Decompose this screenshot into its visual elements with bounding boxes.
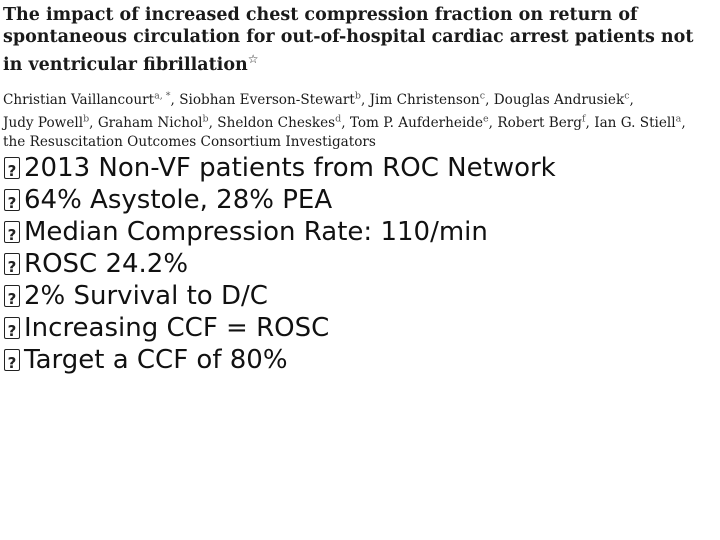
author-list: Christian Vaillancourta, *, Siobhan Ever… [3,86,715,152]
author-name-text: Jim Christenson [369,91,480,108]
author-name-text: Judy Powell [3,115,84,132]
bullet-item: ROSC 24.2% [4,248,716,283]
author-separator: , [170,91,180,108]
author-name: Siobhan Everson-Stewartb, [179,90,370,108]
bullet-item: 2013 Non-VF patients from ROC Network [4,152,716,187]
author-separator: , [629,91,634,108]
author-separator: , [208,115,218,132]
author-separator: , [488,115,498,132]
author-name: Tom P. Aufderheidee, [349,113,498,132]
author-name: Sheldon Cheskesd, [217,113,350,132]
bullet-text: Target a CCF of 80% [24,345,288,375]
bullet-text: Median Compression Rate: 110/min [24,217,488,247]
missing-glyph-bullet-icon [4,251,20,283]
author-name-text: Graham Nichol [97,115,203,132]
author-separator: , [681,115,686,132]
missing-glyph-bullet-icon [4,187,20,219]
bullet-text: 64% Asystole, 28% PEA [24,185,333,215]
bullet-text: 2% Survival to D/C [24,281,268,311]
author-affiliation-mark: e [483,113,489,125]
article-title-text: The impact of increased chest compressio… [3,5,694,75]
bullet-item: 2% Survival to D/C [4,280,716,315]
title-footnote-star-icon: ☆ [247,52,259,66]
author-name-text: Tom P. Aufderheide [349,115,484,132]
author-name-text: Ian G. Stiell [594,115,676,132]
author-affiliation-mark: b [202,113,209,125]
author-affiliation-mark: b [354,90,361,101]
author-affiliation-mark: a [675,113,682,125]
article-title: The impact of increased chest compressio… [3,4,715,76]
author-affiliation-mark: a, * [154,90,171,101]
author-separator: , [585,115,595,132]
author-separator: , [485,91,494,108]
author-name: Christian Vaillancourta, *, [3,90,180,108]
missing-glyph-bullet-icon [4,347,20,379]
author-separator: , [89,115,98,132]
author-name: Judy Powellb, [3,113,98,132]
missing-glyph-bullet-icon [4,219,20,251]
author-affiliation-mark: d [335,113,342,125]
author-name: Douglas Andrusiekc, [493,90,634,108]
author-affiliation-mark: c [479,90,486,101]
author-name-text: Siobhan Everson-Stewart [179,91,355,108]
author-name-text: Christian Vaillancourt [3,91,155,108]
missing-glyph-bullet-icon [4,283,20,315]
author-name-text: Douglas Andrusiek [493,91,625,108]
bullet-item: Increasing CCF = ROSC [4,312,716,347]
bullet-text: Increasing CCF = ROSC [24,313,330,343]
author-name: Ian G. Stiella, [594,113,686,132]
missing-glyph-bullet-icon [4,155,20,187]
author-separator: , [341,115,350,132]
author-name-text: the Resuscitation Outcomes Consortium In… [3,134,376,151]
author-name-text: Robert Berg [497,115,583,132]
bullet-text: ROSC 24.2% [24,249,189,279]
author-name: Graham Nicholb, [97,113,218,132]
author-name: Jim Christensonc, [369,90,494,108]
author-affiliation-mark: b [83,113,90,125]
missing-glyph-bullet-icon [4,315,20,347]
bullet-item: Target a CCF of 80% [4,344,716,379]
author-name: the Resuscitation Outcomes Consortium In… [3,134,376,150]
bullet-list: 2013 Non-VF patients from ROC Network64%… [4,152,716,379]
author-affiliation-mark: c [624,90,630,101]
author-separator: , [360,91,370,108]
bullet-item: 64% Asystole, 28% PEA [4,184,716,219]
bullet-text: 2013 Non-VF patients from ROC Network [24,153,556,183]
author-name-text: Sheldon Cheskes [217,115,336,132]
bullet-item: Median Compression Rate: 110/min [4,216,716,251]
author-affiliation-mark: f [582,113,586,125]
author-name: Robert Bergf, [497,113,595,132]
